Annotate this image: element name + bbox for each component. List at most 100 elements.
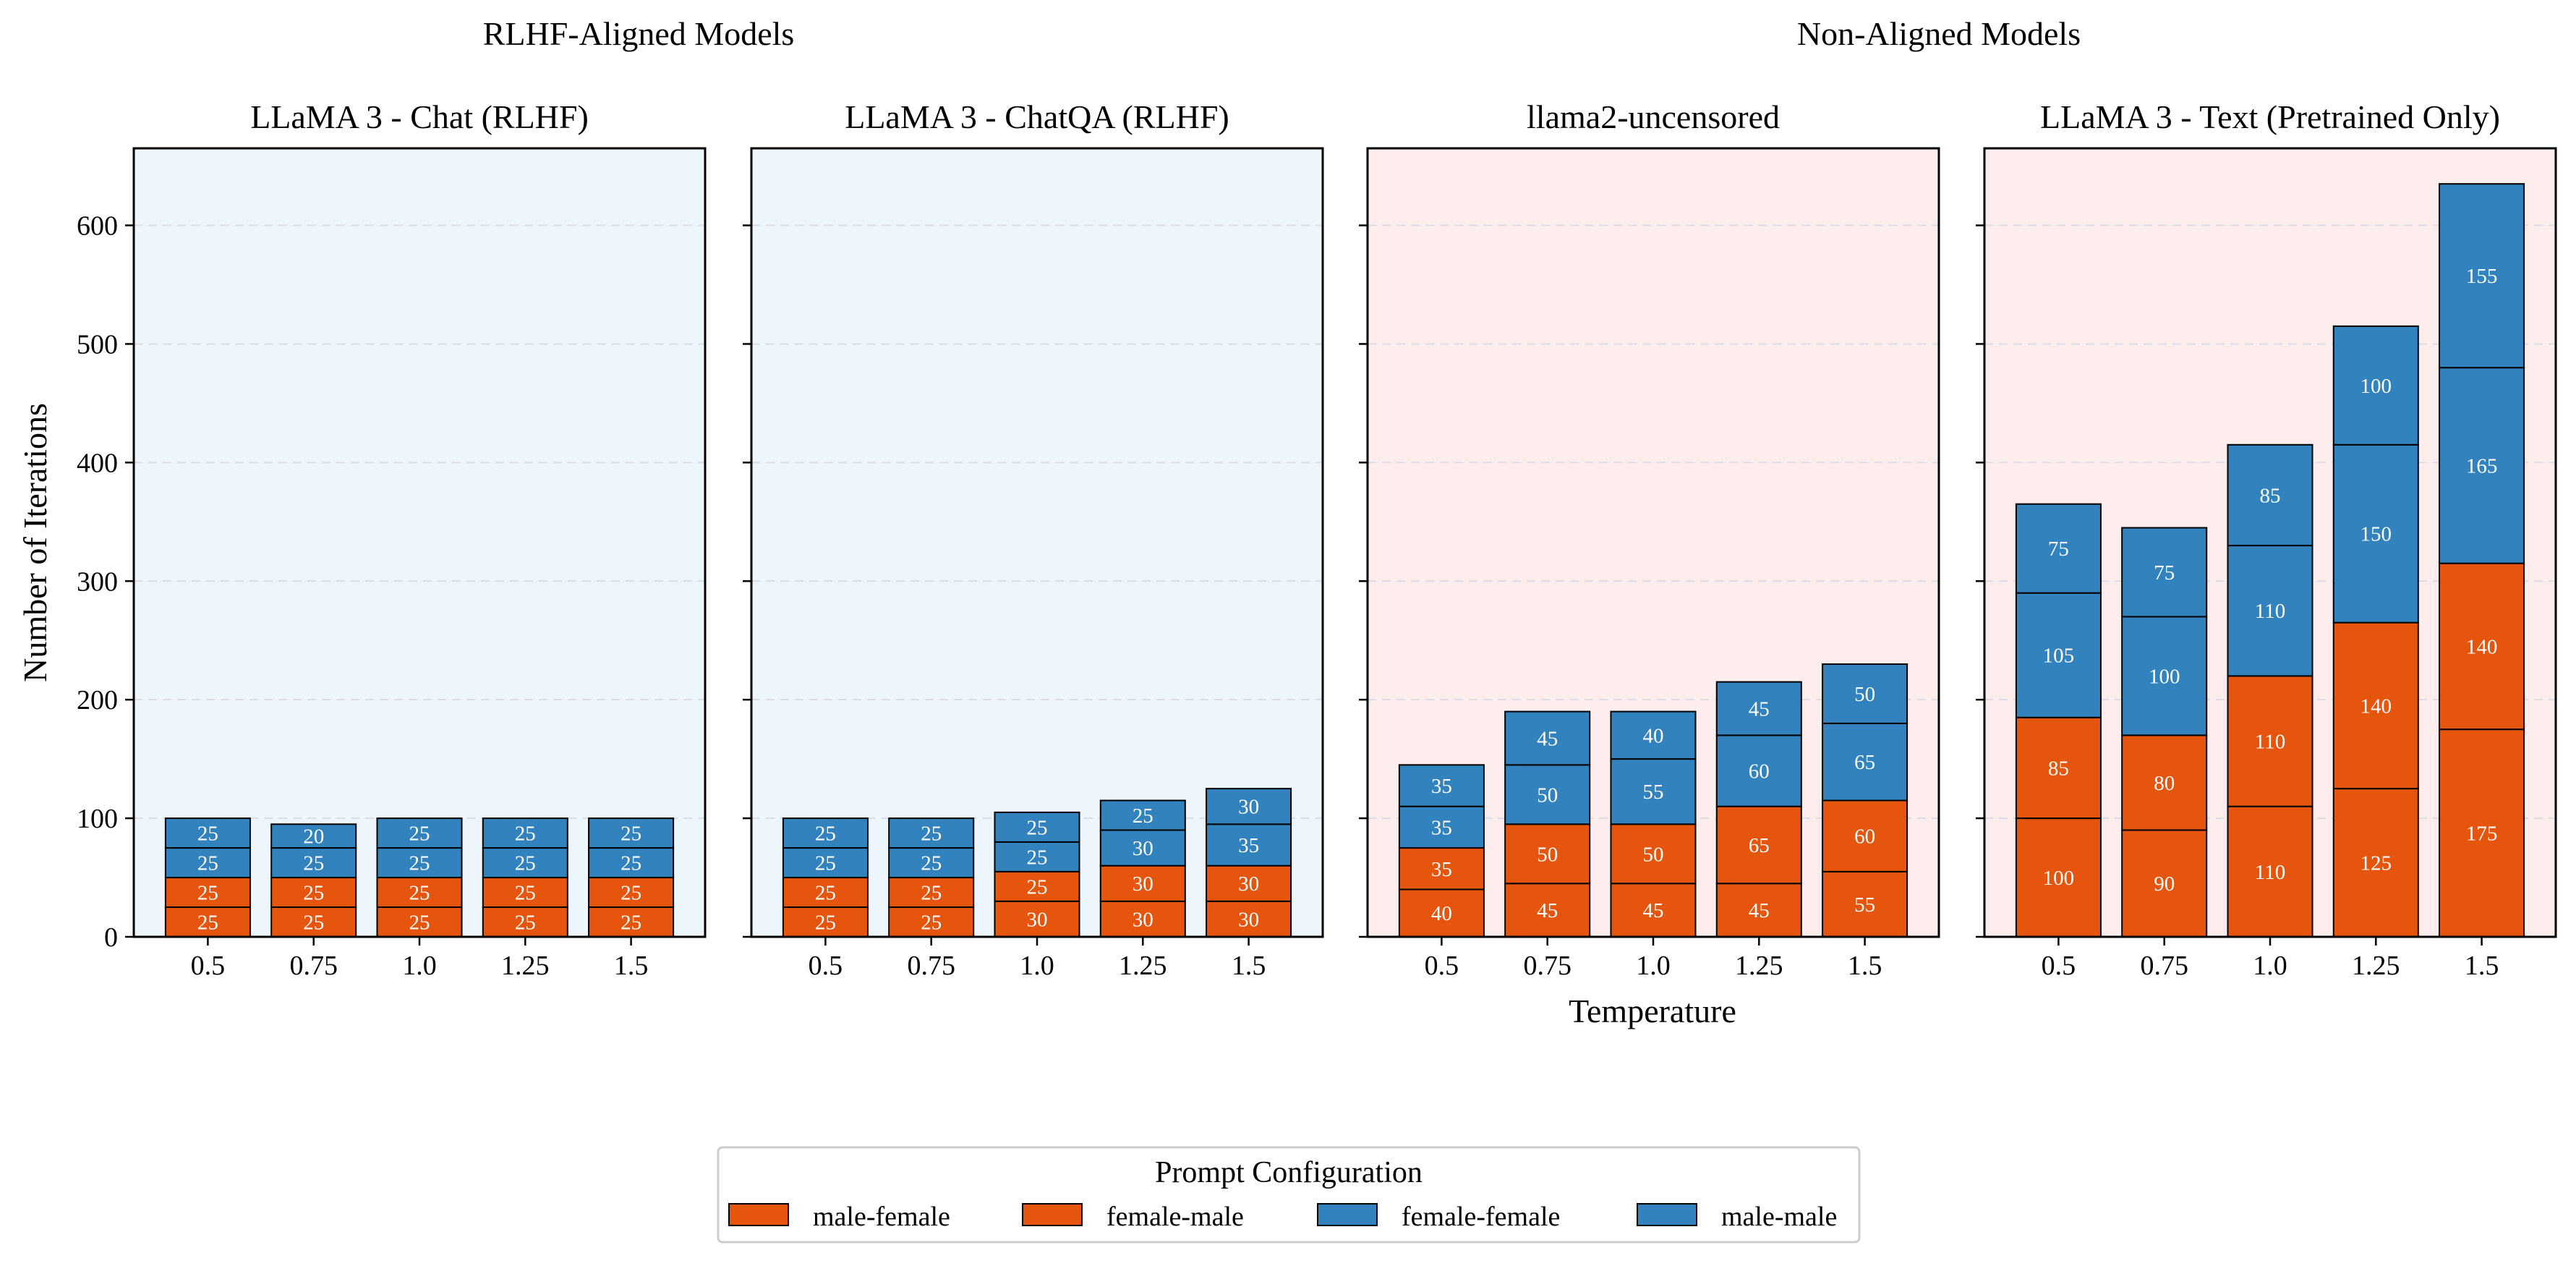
bar-value-label: 25 (303, 912, 324, 935)
bar-value-label: 20 (303, 825, 324, 849)
bar-value-label: 85 (2048, 757, 2069, 780)
x-tick-label: 0.75 (289, 951, 338, 981)
bar-segment-male-male (2015, 503, 2102, 594)
bar-value-label: 25 (303, 882, 324, 905)
bar-value-label: 30 (1133, 908, 1153, 931)
x-tick-label: 1.0 (1636, 951, 1671, 981)
bar-segment-female-male (1398, 847, 1485, 891)
bar-segment-male-male (376, 817, 463, 849)
plot-frame (132, 147, 707, 938)
panel-3: 40 35 35 35 0.5 45 50 50 45 0.75 45 50 55 40 1.0 45 65 60… (1359, 98, 1940, 981)
bar-segment-female-female (2015, 592, 2102, 718)
x-tick-label: 1.5 (614, 951, 649, 981)
plot-background (134, 148, 705, 937)
bar-value-label: 25 (921, 852, 942, 875)
bar-value-label: 35 (1431, 858, 1452, 881)
bar-segment-female-male (2227, 675, 2313, 807)
panel-title: LLaMA 3 - ChatQA (RLHF) (845, 98, 1229, 135)
bar-segment-male-male (588, 817, 675, 849)
bar-value-label: 30 (1238, 796, 1259, 819)
bar-value-label: 30 (1238, 908, 1259, 931)
bar-segment-male-male (1822, 663, 1908, 724)
legend-label-female-female: female-female (1402, 1202, 1560, 1232)
bar-segment-male-male (1504, 710, 1591, 766)
x-tick-label: 1.25 (1119, 951, 1167, 981)
bar-segment-female-male (2439, 562, 2525, 731)
legend-label-male-female: male-female (813, 1202, 950, 1232)
y-tick-label: 400 (77, 448, 118, 478)
bar-value-label: 100 (2043, 867, 2075, 890)
y-axis-label: Number of Iterations (17, 403, 54, 682)
bar-value-label: 40 (1431, 902, 1452, 925)
bar-value-label: 110 (2255, 861, 2285, 884)
bar-segment-female-female (1715, 734, 1802, 807)
bar-segment-female-female (1206, 823, 1292, 867)
bar-value-label: 25 (921, 912, 942, 935)
bar-value-label: 25 (620, 852, 641, 875)
bar-segment-female-male (2015, 716, 2102, 820)
plot-frame (1983, 147, 2557, 938)
bar-value-label: 110 (2255, 731, 2285, 754)
bar-value-label: 75 (2154, 561, 2175, 585)
bar-segment-female-female (482, 847, 568, 879)
bar-segment-female-female (2439, 367, 2525, 564)
plot-frame (750, 147, 1324, 938)
panel-title: LLaMA 3 - Text (Pretrained Only) (2040, 98, 2500, 135)
bar-segment-female-male (270, 877, 357, 909)
bar-value-label: 25 (1133, 804, 1153, 828)
bar-segment-female-male (2332, 621, 2419, 790)
legend-label-female-male: female-male (1106, 1202, 1244, 1232)
x-tick-label: 1.0 (2253, 951, 2287, 981)
bar-segment-male-male (1398, 764, 1485, 807)
bar-value-label: 30 (1133, 872, 1153, 896)
bar-segment-male-female (2015, 817, 2102, 938)
bar-segment-male-female (164, 906, 251, 938)
bar-value-label: 140 (2360, 694, 2392, 718)
bar-value-label: 165 (2466, 454, 2498, 477)
x-tick-label: 0.75 (1523, 951, 1571, 981)
bar-segment-male-male (2332, 325, 2419, 446)
bar-segment-female-female (1398, 805, 1485, 849)
panels: 0 100 200 300 400 500 600 25 25 25 25 0.5 25 25 25 20 0.… (77, 98, 2557, 981)
bar-segment-male-male (1715, 681, 1802, 736)
bar-segment-male-male (782, 817, 869, 849)
x-tick-label: 0.5 (1425, 951, 1459, 981)
bar-segment-female-male (1206, 864, 1292, 902)
bar-value-label: 35 (1238, 834, 1259, 857)
bar-segment-female-female (2121, 616, 2208, 736)
bar-value-label: 50 (1643, 843, 1664, 866)
y-tick-label: 100 (77, 804, 118, 834)
x-tick-label: 1.5 (1232, 951, 1266, 981)
bar-value-label: 50 (1537, 843, 1558, 866)
bar-value-label: 100 (2360, 375, 2392, 398)
bar-value-label: 25 (515, 882, 536, 905)
bar-value-label: 60 (1854, 825, 1875, 849)
bar-segment-female-male (1610, 823, 1697, 885)
bar-value-label: 25 (409, 823, 430, 846)
x-tick-label: 1.5 (2465, 951, 2499, 981)
bar-value-label: 105 (2043, 645, 2075, 668)
x-tick-label: 0.5 (2042, 951, 2076, 981)
x-tick-label: 0.75 (907, 951, 955, 981)
plot-frame (1366, 147, 1940, 938)
panel-4: 100 85 105 75 0.5 90 80 100 75 0.75 110 110 110 85 1.0… (1976, 98, 2557, 981)
x-tick-label: 0.5 (191, 951, 226, 981)
bar-value-label: 25 (620, 882, 641, 905)
bar-segment-male-female (376, 906, 463, 938)
bar-segment-female-male (782, 877, 869, 909)
bar-value-label: 175 (2466, 823, 2498, 846)
bar-value-label: 25 (515, 912, 536, 935)
y-tick-label: 600 (77, 211, 118, 242)
bar-value-label: 25 (921, 823, 942, 846)
bar-value-label: 155 (2466, 265, 2498, 288)
bar-segment-male-female (1610, 883, 1697, 938)
bar-segment-male-male (2227, 443, 2313, 547)
bar-value-label: 45 (1537, 899, 1558, 922)
bar-value-label: 50 (1854, 683, 1875, 706)
bar-segment-female-male (376, 877, 463, 909)
bar-segment-female-female (2332, 443, 2419, 624)
bar-segment-female-male (1504, 823, 1591, 885)
bar-segment-male-male (2121, 527, 2208, 618)
bar-value-label: 35 (1431, 775, 1452, 798)
bar-value-label: 125 (2360, 852, 2392, 875)
